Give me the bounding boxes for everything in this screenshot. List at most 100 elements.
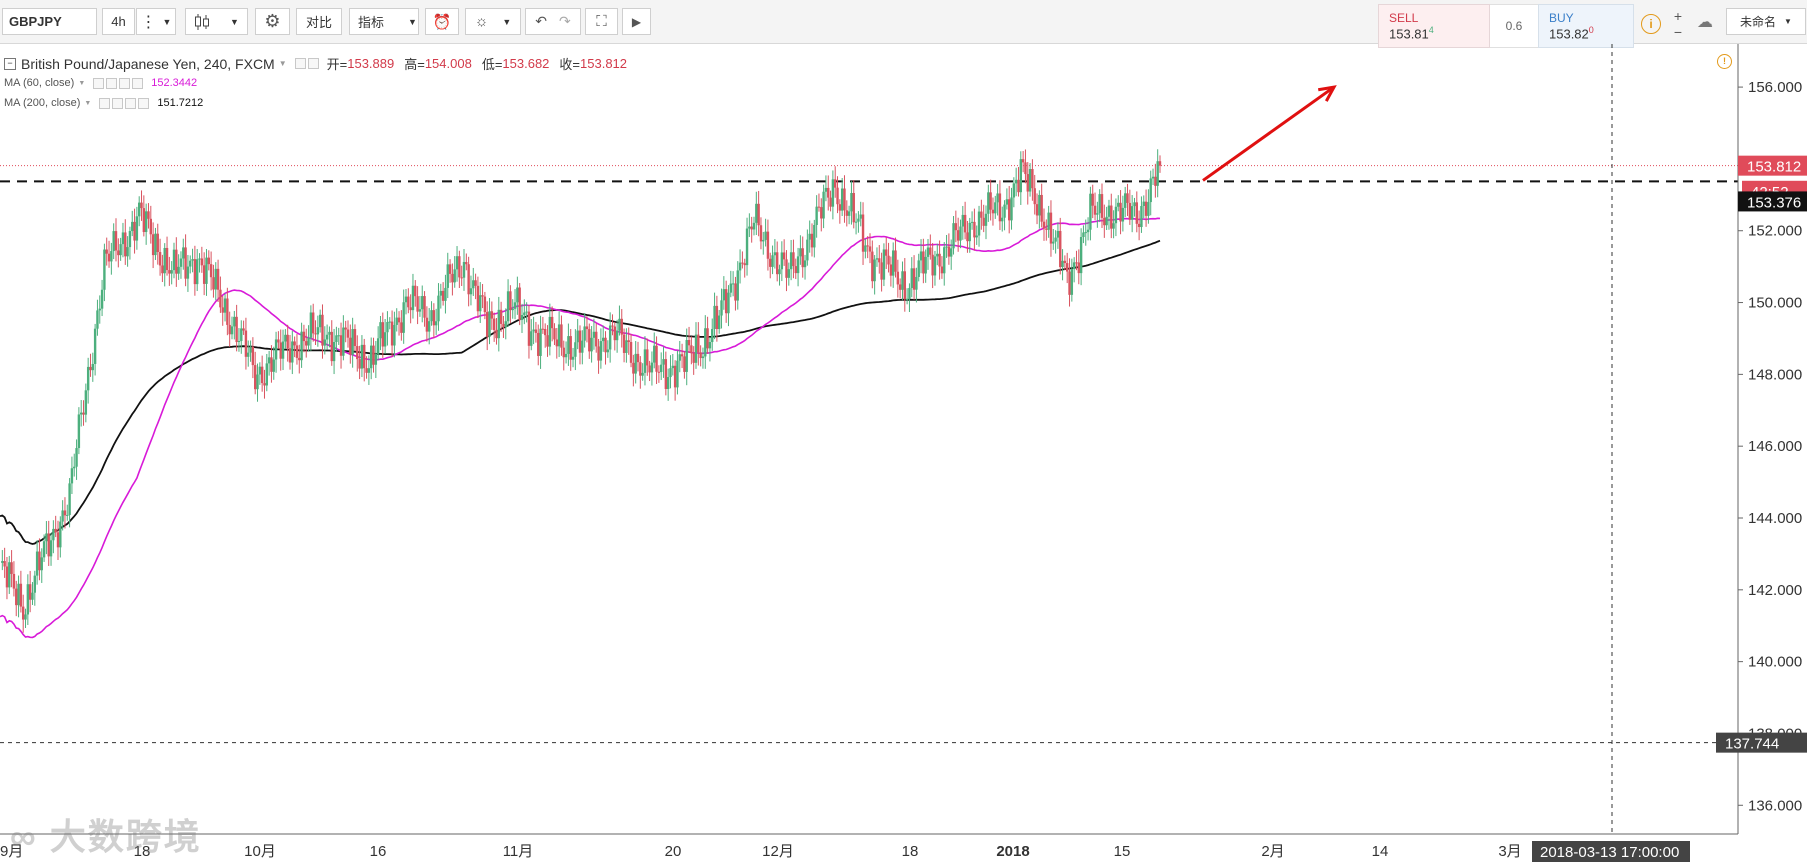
candle-body [221,307,224,313]
time-tick-label: 16 [370,843,387,860]
candle-body [411,285,415,311]
candle-body [309,312,313,338]
candle-body [490,311,494,319]
candle-body [481,295,484,297]
candle-body [595,331,598,347]
candle-body [806,239,809,261]
price-tick-label: 156.000 [1748,79,1802,96]
candle-body [1038,194,1041,216]
last-price-tag-bg [1738,155,1807,176]
collapse-icon[interactable]: − [4,57,16,70]
candle-body [555,339,558,347]
time-tick-label: 3月 [1498,843,1521,860]
candle-body [400,322,403,333]
candle-body [214,268,217,290]
candle-body [1133,202,1136,207]
candle-body [898,284,902,290]
ma60-controls[interactable] [93,77,144,89]
candle-body [847,211,851,216]
chevron-down-icon[interactable]: ▼ [78,79,86,87]
candle-body [423,296,426,318]
candle-body [1119,202,1122,222]
fullscreen-button[interactable]: ⛶ [585,8,618,35]
redo-icon[interactable]: ↷ [559,13,571,29]
candle-body [305,341,308,346]
open-value: 153.889 [347,56,395,71]
candle-body [205,257,208,284]
sell-price-main: 153.81 [1389,26,1429,42]
compare-button[interactable]: 对比 [296,8,342,35]
alert-button[interactable]: ⏰ [425,8,459,35]
interval-selector[interactable]: 4h [102,8,135,35]
candle-body [506,291,510,322]
candle-body [1130,206,1134,220]
candle-body [1021,159,1025,163]
candle-body [293,341,296,346]
low-value: 153.682 [502,56,550,71]
candle-body [669,368,672,378]
candle-body [557,324,561,347]
interval-dropdown[interactable]: ⋮ ▼ [136,8,176,35]
candle-body [370,345,373,369]
candle-body [829,197,832,207]
sell-button[interactable]: SELL 153.814 [1378,4,1490,48]
candle-body [745,228,749,266]
info-button[interactable]: i [1636,10,1666,37]
candle-body [356,346,359,360]
plus-icon[interactable]: + [1673,8,1683,24]
candle-body [977,211,981,236]
candle-body [344,327,347,330]
price-chart[interactable]: 156.000 152.000 150.000 148.000 146.000 144.0… [0,44,1807,862]
candle-body [620,318,623,335]
candle-body [843,188,846,211]
watermark: ∞ 大数跨境 [10,808,202,860]
candle-body [302,331,306,342]
candle-body [237,340,241,343]
candle-body [655,345,658,372]
trend-arrow-line [1202,85,1335,182]
replay-button[interactable]: ☼ ▼ [465,8,521,35]
chevron-down-icon[interactable]: ▼ [278,59,287,68]
buy-button[interactable]: BUY 153.820 [1538,4,1634,48]
candle-body [852,193,855,223]
zoom-stepper[interactable]: + − [1668,4,1688,44]
candle-body [270,357,273,372]
symbol-search-input[interactable]: GBPJPY [2,8,97,35]
indicators-button[interactable]: 指标 ▼ [349,8,419,35]
candle-body [499,309,503,324]
candle-body [68,483,71,515]
legend-controls[interactable] [294,58,319,69]
cloud-save-button[interactable]: ☁ [1690,8,1720,35]
minus-icon[interactable]: − [1673,24,1683,40]
undo-icon[interactable]: ↶ [535,13,547,29]
candle-body [592,331,596,338]
candle-body [845,210,848,216]
candle-body [699,352,702,359]
candle-body [943,247,946,274]
candle-body [945,246,948,248]
candle-body [52,528,55,541]
candle-body [66,514,69,516]
candle-body [47,533,50,557]
candle-body [223,298,227,313]
ma200-controls[interactable] [99,97,150,109]
spread-value: 0.6 [1490,4,1538,48]
play-button[interactable]: ▶ [622,8,651,35]
candle-body [718,315,721,330]
candle-body [708,342,712,349]
candle-body [54,528,57,533]
candle-body [831,179,835,207]
candle-body [868,246,872,252]
chevron-down-icon[interactable]: ▼ [84,99,92,107]
candle-body [321,314,324,346]
candle-body [1105,216,1108,226]
warning-icon[interactable]: ! [1717,54,1732,69]
candle-body [388,321,391,323]
layout-name-button[interactable]: 未命名 ▼ [1726,8,1806,35]
candle-body [687,340,691,346]
chevron-down-icon: ▼ [230,16,239,27]
candle-body [799,248,802,257]
settings-button[interactable]: ⚙ [255,8,290,35]
candle-body [757,203,760,226]
chart-type-button[interactable]: ▼ [185,8,248,35]
